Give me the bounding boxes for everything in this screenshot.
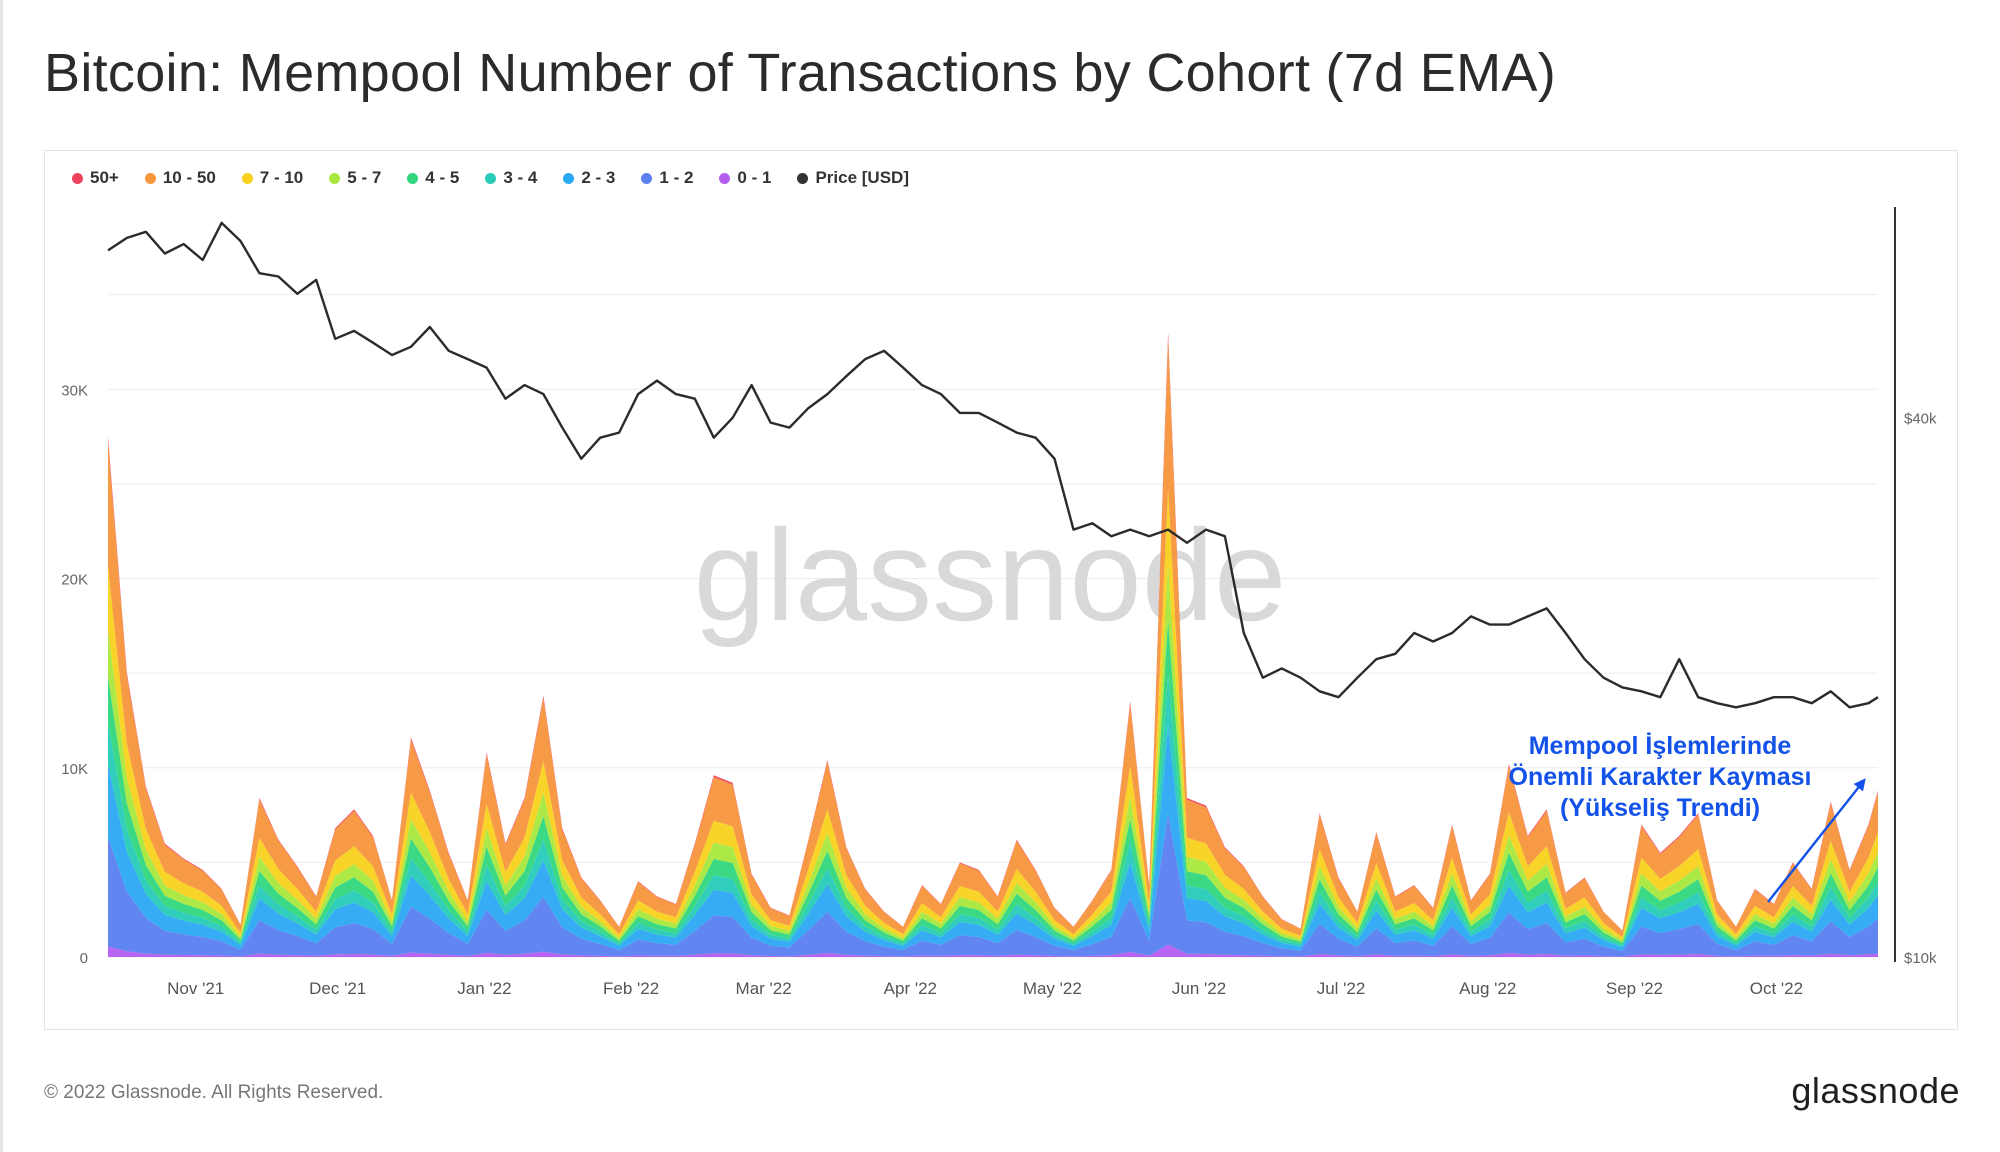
y-tick-label: 20K: [61, 572, 88, 589]
legend-label: 50+: [90, 168, 119, 187]
legend-label: 0 - 1: [737, 168, 772, 187]
legend-dot-icon: [407, 172, 419, 184]
legend-item[interactable]: 5 - 7: [329, 168, 381, 188]
y-tick-label: 0: [80, 950, 88, 967]
x-tick-label: Apr '22: [884, 979, 937, 998]
legend-dot-icon: [329, 172, 341, 184]
x-tick-label: Oct '22: [1750, 979, 1803, 998]
page-left-rule: [0, 0, 3, 1152]
legend-item[interactable]: 7 - 10: [241, 168, 304, 188]
x-tick-label: Jan '22: [457, 979, 511, 998]
annotation-arrow: [1767, 778, 1866, 903]
y-tick-label: 30K: [61, 382, 88, 399]
area-series: [108, 813, 1878, 957]
chart-legend: 50+ 10 - 50 7 - 10 5 - 7 4 - 5 3 - 4 2 - 3 1 - …: [72, 164, 935, 192]
area-series: [108, 944, 1878, 957]
x-tick-label: Mar '22: [736, 979, 792, 998]
y-tick-label: 10K: [61, 761, 88, 778]
price-line: [107, 221, 1879, 709]
annotation-line: Önemli Karakter Kayması: [1508, 763, 1812, 791]
legend-label: Price [USD]: [815, 168, 909, 187]
legend-item[interactable]: 2 - 3: [563, 168, 615, 188]
legend-label: 7 - 10: [259, 168, 304, 187]
y2-tick-label: $10k: [1904, 950, 1937, 967]
legend-label: 3 - 4: [503, 168, 538, 187]
legend-label: 5 - 7: [347, 168, 382, 187]
legend-item[interactable]: 50+: [72, 168, 119, 188]
x-tick-label: Jun '22: [1172, 979, 1226, 998]
y2-tick-label: $40k: [1904, 411, 1937, 428]
x-tick-label: May '22: [1023, 979, 1082, 998]
footer-copyright: © 2022 Glassnode. All Rights Reserved.: [44, 1082, 384, 1103]
legend-dot-icon: [144, 172, 156, 184]
legend-dot-icon: [797, 172, 809, 184]
x-tick-label: Feb '22: [603, 979, 659, 998]
area-series: [108, 725, 1878, 951]
legend-dot-icon: [563, 172, 575, 184]
footer-logo[interactable]: glassnode: [1791, 1070, 1960, 1111]
x-tick-label: Jul '22: [1317, 979, 1366, 998]
legend-label: 2 - 3: [581, 168, 616, 187]
legend-label: 10 - 50: [162, 168, 216, 187]
legend-item[interactable]: 10 - 50: [144, 168, 216, 188]
legend-item[interactable]: Price [USD]: [797, 168, 909, 188]
legend-item[interactable]: 4 - 5: [407, 168, 459, 188]
legend-item[interactable]: 0 - 1: [719, 168, 771, 188]
x-tick-label: Aug '22: [1459, 979, 1516, 998]
legend-item[interactable]: 3 - 4: [485, 168, 537, 188]
x-tick-label: Nov '21: [167, 979, 224, 998]
legend-dot-icon: [719, 172, 731, 184]
legend-label: 4 - 5: [425, 168, 460, 187]
watermark-text: glassnode: [694, 502, 1287, 648]
x-tick-label: Sep '22: [1606, 979, 1663, 998]
legend-label: 1 - 2: [659, 168, 694, 187]
page-title: Bitcoin: Mempool Number of Transactions …: [44, 43, 1556, 103]
annotation-line: Mempool İşlemlerinde: [1528, 732, 1792, 760]
annotation-line: (Yükseliş Trendi): [1559, 794, 1761, 822]
x-tick-label: Dec '21: [309, 979, 366, 998]
area-series: [108, 338, 1878, 938]
legend-dot-icon: [641, 172, 653, 184]
legend-item[interactable]: 1 - 2: [641, 168, 693, 188]
legend-dot-icon: [72, 172, 83, 184]
chart-annotation: Mempool İşlemlerinde Önemli Karakter Kay…: [1465, 731, 1855, 824]
legend-dot-icon: [241, 172, 253, 184]
legend-dot-icon: [485, 172, 497, 184]
